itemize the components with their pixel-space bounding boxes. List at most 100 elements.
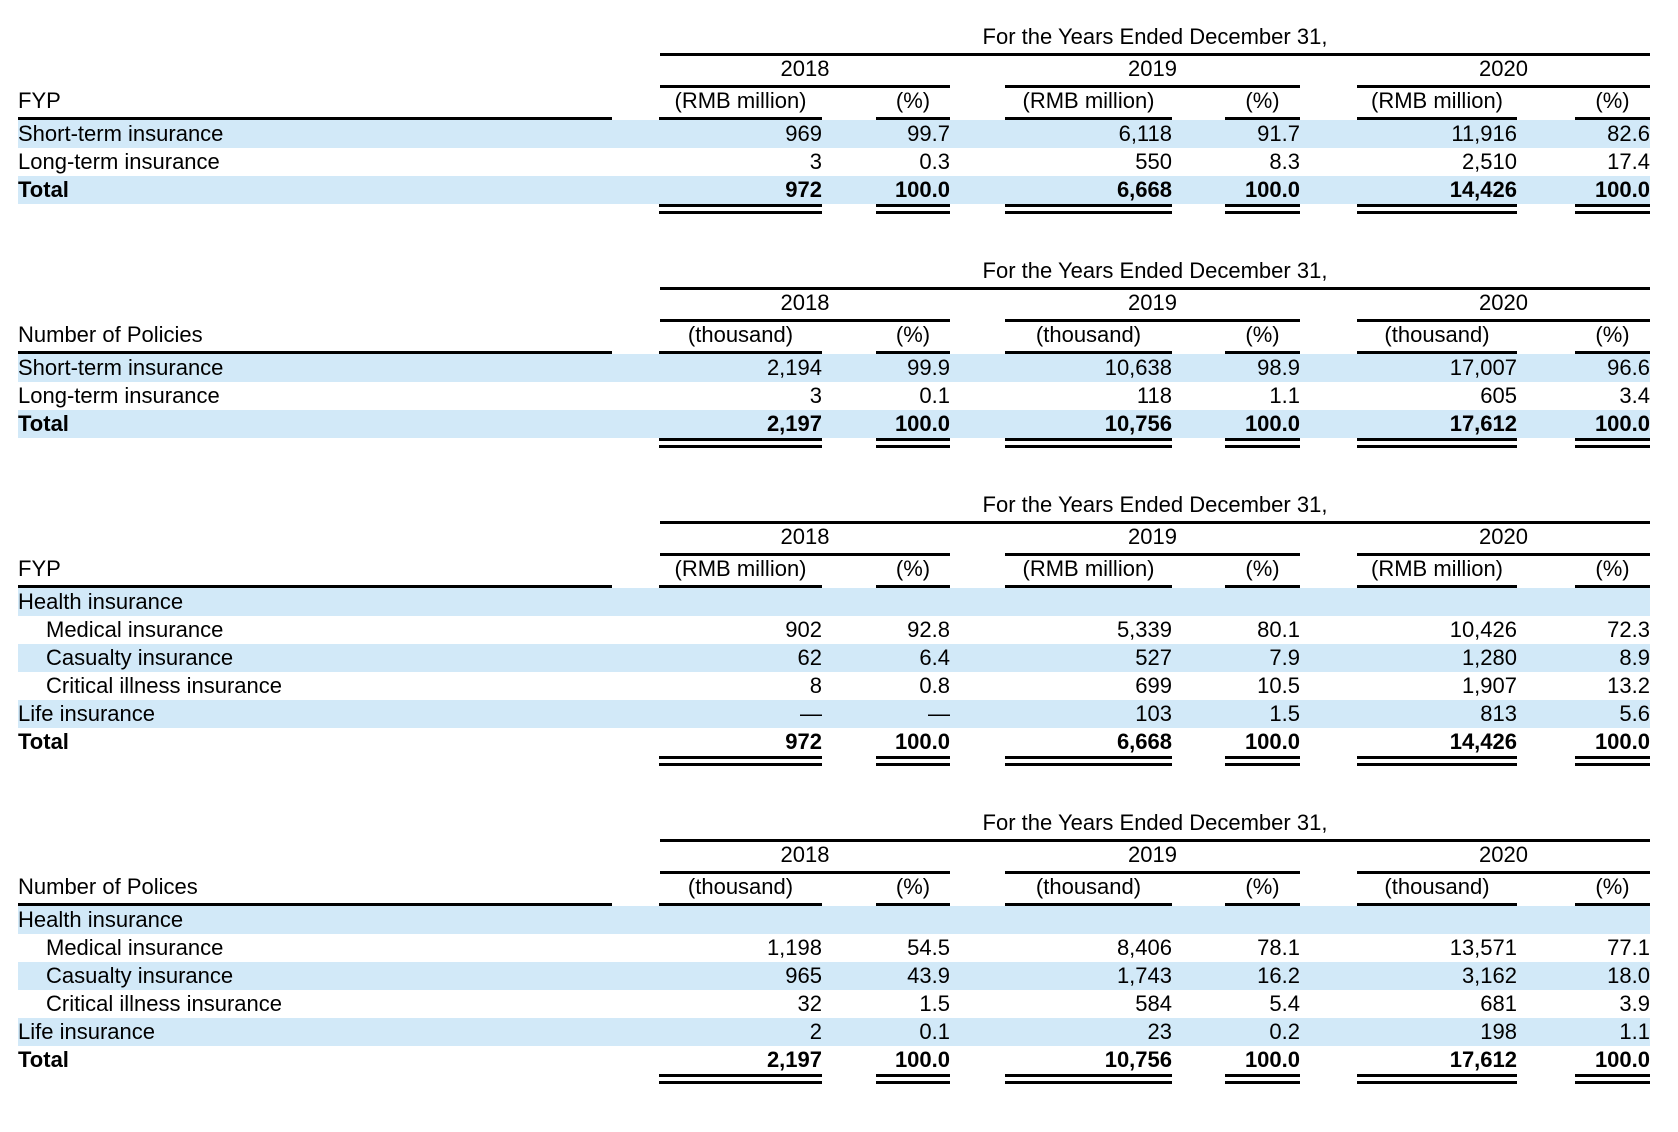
value: 2,197 (766, 1047, 822, 1072)
row-label: Short-term insurance (18, 121, 224, 146)
value-cell: 100.0 (1172, 1046, 1300, 1074)
row-label: Total (18, 1047, 69, 1072)
spacer-cell (18, 56, 620, 88)
value: 3.4 (1619, 383, 1650, 408)
value-cell: 23 (950, 1018, 1172, 1046)
table-row: Life insurance — — 103 1.5 813 5.6 (18, 700, 1650, 728)
year-header-2018: 2018 (660, 842, 950, 874)
pct-header-cell: (%) (822, 88, 950, 120)
spacer-cell (18, 524, 620, 556)
row-label-cell: Casualty insurance (18, 644, 620, 672)
rule-cell (950, 204, 1172, 218)
unit-header: (RMB million) (659, 556, 822, 588)
total-double-rule (1005, 438, 1172, 448)
spacer-cell (18, 438, 620, 452)
value: 3,162 (1461, 963, 1517, 988)
value: 91.7 (1257, 121, 1300, 146)
value-cell: 78.1 (1172, 934, 1300, 962)
row-label: Total (18, 177, 69, 202)
value: 0.2 (1269, 1019, 1300, 1044)
value-cell (822, 588, 950, 616)
value-cell: 6,668 (950, 176, 1172, 204)
value-cell: 100.0 (1517, 728, 1650, 756)
pct-header-cell: (%) (1517, 88, 1650, 120)
value: 17,612 (1449, 1047, 1517, 1072)
value: 5,339 (1116, 617, 1172, 642)
value: 10,756 (1104, 1047, 1172, 1072)
value-cell: 54.5 (822, 934, 950, 962)
total-double-rule (876, 204, 950, 214)
pct-header-cell: (%) (1517, 874, 1650, 906)
row-label-cell: Health insurance (18, 906, 620, 934)
unit-header: (RMB million) (659, 88, 822, 120)
unit-header-cell: (thousand) (620, 322, 822, 354)
value: 13,571 (1449, 935, 1517, 960)
value-cell: 5,339 (950, 616, 1172, 644)
unit-header-cell: (RMB million) (1300, 88, 1517, 120)
year-header-row: 2018 2019 2020 (18, 56, 1650, 88)
value: 98.9 (1257, 355, 1300, 380)
value: 100.0 (1594, 1047, 1650, 1072)
total-double-rule (1575, 756, 1650, 766)
table-row: Life insurance 2 0.1 23 0.2 198 1.1 (18, 1018, 1650, 1046)
rule-cell (822, 204, 950, 218)
total-double-rule (1357, 438, 1517, 448)
value: 10,426 (1449, 617, 1517, 642)
value: 2,197 (766, 411, 822, 436)
value-cell: 0.3 (822, 148, 950, 176)
pct-header: (%) (1225, 322, 1300, 354)
value-cell (1172, 588, 1300, 616)
value-cell: 99.9 (822, 354, 950, 382)
value: 8.9 (1619, 645, 1650, 670)
value-cell: 3.9 (1517, 990, 1650, 1018)
year-header-2020: 2020 (1357, 524, 1650, 556)
unit-header-cell: (thousand) (950, 874, 1172, 906)
period-header-row: For the Years Ended December 31, (18, 492, 1650, 524)
unit-header-cell: (thousand) (1300, 874, 1517, 906)
unit-header: (thousand) (659, 322, 822, 354)
value-cell: 82.6 (1517, 120, 1650, 148)
value: 10,638 (1104, 355, 1172, 380)
value: 43.9 (907, 963, 950, 988)
value: 0.1 (919, 383, 950, 408)
table-fyp-by-product: For the Years Ended December 31, 2018 2019… (18, 492, 1650, 770)
year-header-cell: 2018 (620, 290, 950, 322)
value-cell: 6,668 (950, 728, 1172, 756)
total-double-rule (1225, 756, 1300, 766)
value: 3 (809, 149, 822, 174)
value-cell: 550 (950, 148, 1172, 176)
pct-header-cell: (%) (1517, 322, 1650, 354)
period-header-row: For the Years Ended December 31, (18, 810, 1650, 842)
rule-cell (1172, 1074, 1300, 1088)
unit-header-cell: (thousand) (1300, 322, 1517, 354)
value: 11,916 (1451, 121, 1517, 146)
total-row: Total 972 100.0 6,668 100.0 14,426 100.0 (18, 176, 1650, 204)
value-cell: 8,406 (950, 934, 1172, 962)
value-cell: 5.4 (1172, 990, 1300, 1018)
table-row: Short-term insurance 2,194 99.9 10,638 98.9 1… (18, 354, 1650, 382)
value-cell: 13.2 (1517, 672, 1650, 700)
value-cell: 100.0 (1517, 410, 1650, 438)
value-cell: 198 (1300, 1018, 1517, 1046)
period-header: For the Years Ended December 31, (660, 492, 1650, 524)
table-row: Long-term insurance 3 0.3 550 8.3 2,510 17.4 (18, 148, 1650, 176)
row-section-header-cell: FYP (18, 88, 620, 120)
total-double-rule (1005, 1074, 1172, 1084)
pct-header: (%) (1575, 874, 1650, 906)
value-cell: 99.7 (822, 120, 950, 148)
year-header-row: 2018 2019 2020 (18, 290, 1650, 322)
value-cell: 62 (620, 644, 822, 672)
total-rule-row (18, 438, 1650, 452)
value-cell: 7.9 (1172, 644, 1300, 672)
value: 54.5 (907, 935, 950, 960)
total-double-rule (659, 438, 822, 448)
value-cell: 100.0 (1172, 410, 1300, 438)
value: 527 (1135, 645, 1172, 670)
value-cell (950, 906, 1172, 934)
value-cell: 10.5 (1172, 672, 1300, 700)
value: 78.1 (1257, 935, 1300, 960)
value: 100.0 (1244, 729, 1300, 754)
value-cell: 100.0 (1517, 1046, 1650, 1074)
spacer-cell (18, 204, 620, 218)
rule-cell (1172, 756, 1300, 770)
